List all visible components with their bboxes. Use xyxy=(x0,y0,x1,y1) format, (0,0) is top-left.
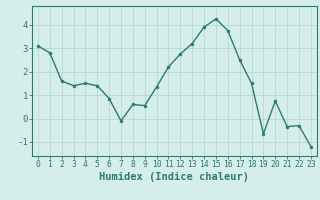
X-axis label: Humidex (Indice chaleur): Humidex (Indice chaleur) xyxy=(100,172,249,182)
